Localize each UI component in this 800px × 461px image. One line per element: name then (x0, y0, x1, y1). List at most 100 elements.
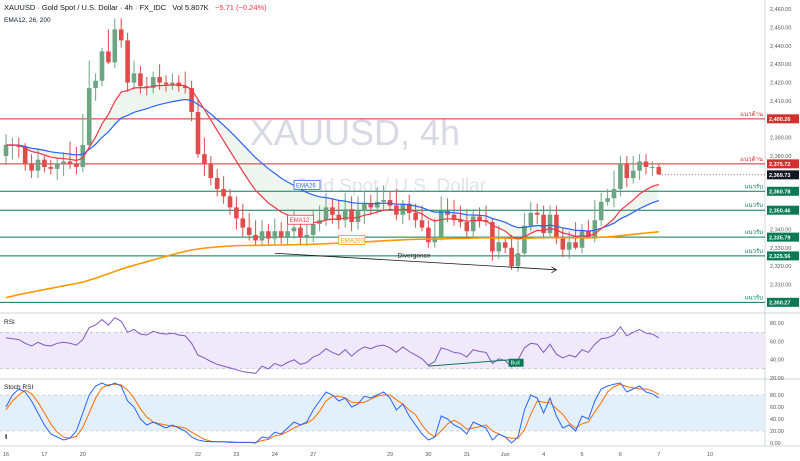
time-tick-label: 7 (657, 452, 660, 458)
candle-body (182, 86, 188, 89)
price-tick-label: 2,340.00 (770, 227, 791, 233)
candle-body (42, 159, 47, 168)
ema26-label: EMA26 (296, 183, 316, 189)
candle-body (566, 242, 572, 250)
rsi-tick-label: 60.00 (770, 339, 784, 345)
candle-body (579, 231, 585, 248)
candle-body (528, 212, 534, 226)
ema26-label-box (293, 179, 321, 190)
candle-body (67, 161, 73, 164)
candle-body (157, 77, 162, 83)
level-tag: แนวรับ (745, 248, 764, 255)
candle-body (131, 73, 137, 83)
time-tick-label: 16 (3, 452, 9, 458)
ema200-label-box (338, 235, 366, 245)
candle-body (426, 227, 431, 243)
time-tick-label: 22 (195, 452, 201, 458)
candle-body (598, 201, 604, 221)
candle-body (285, 231, 290, 237)
time-tick-label: 30 (425, 452, 431, 458)
candle-body (29, 163, 34, 171)
tradingview-logo: ⨾ (5, 429, 7, 441)
candle-body (3, 144, 9, 156)
candle-body (214, 178, 220, 190)
candle-body (54, 163, 60, 169)
time-tick-label: 4 (542, 452, 545, 458)
candle-body (118, 29, 124, 41)
level-price-box (767, 205, 799, 215)
level-price-label: 2,335.79 (769, 235, 790, 241)
candle-body (509, 247, 514, 267)
candle-body (61, 161, 66, 164)
rsi-line (5, 317, 660, 374)
price-tick-label: 2,320.00 (770, 264, 791, 270)
candle-body (445, 211, 450, 215)
time-tick-label: 27 (310, 452, 316, 458)
level-price-label: 2,300.27 (769, 301, 790, 307)
rsi-bull-line (428, 359, 512, 367)
candle-body (349, 209, 354, 223)
stoch-tick-label: 40.00 (770, 417, 784, 423)
ema12-label-box (287, 214, 315, 225)
stoch-band (0, 395, 765, 431)
candle-body (221, 189, 226, 197)
candle-body (490, 222, 495, 252)
divergence-label: Divergence (398, 253, 431, 260)
candle-body (470, 216, 476, 232)
level-tag: แนวต้าน (740, 156, 763, 163)
ema26-line (6, 98, 659, 232)
candle-body (138, 73, 143, 87)
price-tick-label: 2,440.00 (770, 44, 791, 50)
candle-body (125, 40, 130, 83)
candle-body (336, 214, 342, 221)
candle-body (458, 220, 463, 223)
candle-body (106, 51, 111, 63)
time-tick-label: 23 (233, 452, 239, 458)
candle-body (586, 231, 591, 239)
price-tick-label: 2,450.00 (770, 26, 791, 32)
ema200-line (5, 231, 659, 299)
ema12-line (6, 84, 659, 240)
candle-body (368, 203, 374, 208)
candle-body (310, 223, 316, 235)
level-tag: แนวรับ (745, 183, 764, 190)
candle-body (477, 216, 482, 221)
stoch-d-line (5, 383, 660, 443)
candle-body (35, 159, 41, 171)
candle-body (541, 214, 546, 234)
change-readout: −5.71 (−0.24%) (214, 3, 267, 12)
candle-body (605, 198, 610, 202)
level-price-label: 2,375.72 (769, 162, 790, 168)
level-price-label: 2,400.26 (769, 117, 790, 123)
candle-body (170, 82, 175, 85)
candle-body (534, 212, 540, 215)
level-price-label: 2,325.56 (769, 254, 790, 260)
candle-body (522, 225, 527, 254)
candle-body (112, 29, 118, 63)
candle-body (451, 214, 457, 221)
time-tick-label: Jun (501, 452, 510, 458)
rsi-bull-box (508, 358, 524, 367)
level-price-box (767, 159, 799, 169)
ema-legend[interactable]: EMA12, 26, 200 (4, 17, 51, 24)
candle-body (637, 161, 642, 171)
price-tick-label: 2,380.00 (770, 154, 791, 160)
symbol-line[interactable]: XAUUSD · Gold Spot / U.S. Dollar · 4h · … (4, 3, 167, 12)
candle-body (266, 231, 271, 239)
candle-body (291, 227, 297, 232)
level-price-box (767, 251, 799, 261)
level-price-box (767, 232, 799, 242)
candle-body (381, 200, 386, 202)
candle-body (547, 214, 553, 234)
candle-body (208, 163, 214, 179)
candle-body (630, 170, 636, 179)
time-tick-label: 10 (707, 452, 713, 458)
candle-body (227, 196, 233, 208)
candle-body (330, 207, 335, 215)
candle-body (592, 220, 598, 239)
time-tick-label: 20 (80, 452, 86, 458)
candle-body (259, 231, 265, 241)
candle-body (323, 207, 329, 221)
level-price-box (767, 114, 799, 124)
